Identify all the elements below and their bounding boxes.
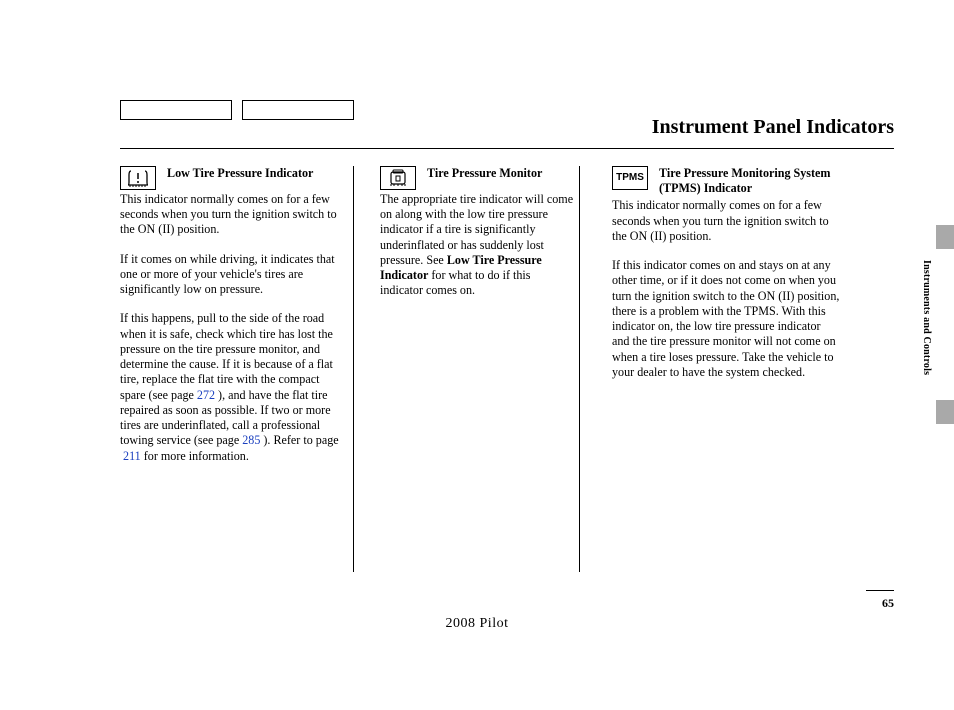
- c1-p3-text-c: ). Refer to page: [260, 433, 338, 447]
- c1-paragraph-2: If it comes on while driving, it indicat…: [120, 252, 344, 298]
- header-box-1: [120, 100, 232, 120]
- c1-paragraph-1: This indicator normally comes on for a f…: [120, 192, 344, 238]
- header-box-2: [242, 100, 354, 120]
- page-link-285[interactable]: 285: [242, 433, 260, 447]
- column-1: Low Tire Pressure Indicator This indicat…: [120, 166, 344, 464]
- column-2-header: Tire Pressure Monitor: [380, 166, 576, 190]
- page-link-211[interactable]: 211: [123, 449, 141, 463]
- footer-model-year: 2008 Pilot: [0, 616, 954, 632]
- c2-paragraph-1: The appropriate tire indicator will come…: [380, 192, 576, 299]
- page-number: 65: [882, 596, 894, 611]
- page-link-272[interactable]: 272: [197, 388, 215, 402]
- side-tab-top: [936, 225, 954, 249]
- tpms-icon: TPMS: [612, 166, 648, 190]
- column-3-heading: Tire Pressure Monitoring System (TPMS) I…: [659, 166, 834, 196]
- tire-pressure-monitor-icon: [380, 166, 416, 190]
- c3-paragraph-2: If this indicator comes on and stays on …: [612, 258, 840, 380]
- low-tire-pressure-icon: [120, 166, 156, 190]
- c3-paragraph-1: This indicator normally comes on for a f…: [612, 198, 840, 244]
- title-rule: [120, 148, 894, 149]
- column-2: Tire Pressure Monitor The appropriate ti…: [380, 166, 576, 464]
- column-1-heading: Low Tire Pressure Indicator: [167, 166, 337, 181]
- column-1-header: Low Tire Pressure Indicator: [120, 166, 344, 190]
- c1-paragraph-3: If this happens, pull to the side of the…: [120, 311, 344, 463]
- page-title: Instrument Panel Indicators: [652, 116, 894, 139]
- manual-page: Instrument Panel Indicators Instruments …: [0, 0, 954, 710]
- page-number-rule: [866, 590, 894, 591]
- content-columns: Low Tire Pressure Indicator This indicat…: [120, 166, 840, 464]
- c1-p3-text-d: for more information.: [141, 449, 249, 463]
- column-3-header: TPMS Tire Pressure Monitoring System (TP…: [612, 166, 840, 196]
- column-3: TPMS Tire Pressure Monitoring System (TP…: [612, 166, 840, 464]
- column-2-heading: Tire Pressure Monitor: [427, 166, 572, 181]
- side-section-label: Instruments and Controls: [921, 260, 932, 375]
- header-placeholder-boxes: [120, 100, 354, 120]
- side-tab-bottom: [936, 400, 954, 424]
